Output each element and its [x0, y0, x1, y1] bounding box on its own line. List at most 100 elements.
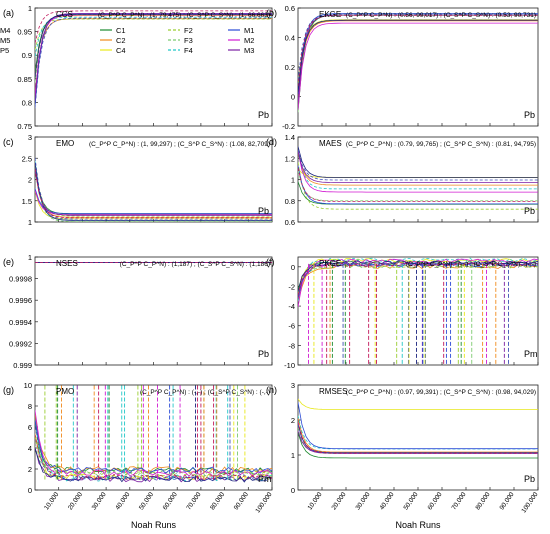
- y-tick-label: 0.9996: [9, 296, 32, 305]
- series-line: [298, 146, 538, 179]
- series-line: [35, 162, 272, 221]
- y-tick-label: 0: [28, 486, 32, 495]
- x-axis-label: Noah Runs: [395, 520, 441, 530]
- series-line: [298, 150, 538, 193]
- y-tick-label: 2: [28, 465, 32, 474]
- plot-area: [297, 7, 539, 127]
- y-tick-label: 0: [291, 486, 295, 495]
- y-tick-label: 0.9998: [9, 275, 32, 284]
- x-tick-label: 80,000: [209, 491, 226, 512]
- y-tick-label: -2: [288, 282, 295, 291]
- corner-label: Pb: [524, 206, 535, 216]
- series-line: [298, 165, 538, 205]
- panel-stats: (C_P^P C_P^N) : (0.97, 99,391) ; (C_S^P …: [346, 389, 536, 396]
- y-tick-label: 2.5: [22, 154, 32, 163]
- legend-label: C1: [116, 26, 126, 35]
- panel-stats: (C_P^P C_P^N) : (-,-) ; (C_S^P C_S^N) : …: [140, 389, 270, 396]
- y-tick-label: 0.2: [285, 63, 295, 72]
- panel-title: MAES: [319, 139, 342, 148]
- chart-panel-rmses: 0 1 2 3 (h) RMSES(C_P^P C_P^N) : (0.97, 99,39…: [266, 381, 539, 495]
- x-tick-label: 70,000: [185, 491, 202, 512]
- y-tick-label: 0.85: [17, 75, 32, 84]
- legend-label: M3: [244, 46, 254, 55]
- y-tick-label: 1: [28, 253, 32, 262]
- y-tick-label: 8: [28, 402, 32, 411]
- x-tick-label: 40,000: [114, 491, 131, 512]
- series-line: [35, 157, 272, 220]
- chart-panel-ccs: 0.75 0.8 0.85 0.9 0.95 1 (a) CCS (C_P^P C_P^N) :…: [3, 4, 273, 131]
- chart-panel-maes: 0.6 0.8 1 1.2 1.4 (d) MAES (C_P^P C_P^N) : (0.7…: [266, 133, 539, 227]
- panel-title: CCS: [56, 10, 73, 19]
- series-line: [35, 190, 272, 216]
- panel-title: NSES: [56, 259, 78, 268]
- y-tick-label: 3: [291, 381, 295, 390]
- x-tick-label: 30,000: [354, 491, 371, 512]
- y-tick-label: 1: [291, 451, 295, 460]
- chart-panel-pmo: 0 2 4 6 8 10 (g) PMO (C_P^P C_P^N) : (-,-) ; (C_…: [3, 381, 273, 495]
- y-tick-label: -4: [288, 302, 295, 311]
- series-line: [35, 445, 272, 477]
- panel-title: RMSES: [319, 387, 347, 396]
- x-tick-label: 30,000: [91, 491, 108, 512]
- series-line: [35, 448, 272, 483]
- series-line: [298, 262, 538, 296]
- y-tick-label: 0.4: [285, 34, 295, 43]
- x-tick-label: 20,000: [330, 491, 347, 512]
- y-tick-label: 0.6: [285, 218, 295, 227]
- x-tick-label: 100,000: [520, 491, 539, 515]
- series-line: [298, 261, 538, 299]
- chart-panel-pkge: -10 -8 -6 -4 -2 0 (f) PKGE (C_P^P C_P^N) : (-,-)…: [266, 256, 539, 370]
- panel-label: (b): [266, 8, 277, 18]
- plot-area: [34, 7, 273, 127]
- legend-label: M2: [244, 36, 254, 45]
- y-tick-label: 0: [291, 263, 295, 272]
- series-line: [298, 19, 538, 92]
- series-line: [298, 398, 538, 410]
- y-tick-label: 0.9: [22, 51, 32, 60]
- legend-label: C4: [116, 46, 126, 55]
- plot-area: [34, 256, 273, 366]
- panel-title: EMO: [56, 139, 74, 148]
- y-tick-label: 10: [24, 381, 32, 390]
- y-tick-label: 6: [28, 423, 32, 432]
- chart-panel-nses: 0.999 0.9992 0.9994 0.9996 0.9998 1 (e) NSES (C_…: [3, 253, 273, 370]
- series-line: [35, 17, 272, 109]
- corner-label: Pb: [524, 474, 535, 484]
- chart-panel-emo: 1 1.5 2 2.5 3 (c) EMO (C_P^P C_P^N) : (1, 99,29…: [3, 133, 273, 227]
- series-group: [298, 257, 538, 365]
- x-tick-label: 40,000: [378, 491, 395, 512]
- panel-label: (g): [3, 385, 14, 395]
- legend-label: M4: [0, 26, 10, 35]
- series-line: [35, 436, 272, 477]
- y-tick-label: -0.2: [282, 122, 295, 131]
- panel-title: EKGE: [319, 10, 341, 19]
- series-line: [35, 410, 272, 477]
- x-tick-label: 10,000: [306, 491, 323, 512]
- panel-label: (d): [266, 137, 277, 147]
- series-line: [35, 169, 272, 216]
- y-tick-label: 0.75: [17, 122, 32, 131]
- panel-label: (c): [3, 137, 14, 147]
- series-line: [298, 168, 538, 202]
- corner-label: Pm: [258, 474, 272, 484]
- series-line: [298, 13, 538, 95]
- plot-area: [297, 136, 539, 223]
- series-line: [298, 151, 538, 184]
- series-group: [35, 10, 272, 109]
- corner-label: Pb: [258, 110, 269, 120]
- series-line: [298, 152, 538, 186]
- y-tick-label: 1: [28, 218, 32, 227]
- series-line: [35, 16, 272, 57]
- series-line: [35, 419, 272, 474]
- panel-stats: (C_P^P C_P^N) : (-,-) ; (C_S^P C_S^N) : …: [406, 261, 536, 268]
- series-line: [35, 168, 272, 215]
- series-line: [35, 13, 272, 101]
- series-line: [298, 432, 538, 459]
- y-tick-label: 0.9992: [9, 339, 32, 348]
- x-tick-label: 100,000: [254, 491, 273, 515]
- series-line: [35, 169, 272, 218]
- series-line: [35, 18, 272, 50]
- series-line: [298, 14, 538, 102]
- x-tick-label: 60,000: [426, 491, 443, 512]
